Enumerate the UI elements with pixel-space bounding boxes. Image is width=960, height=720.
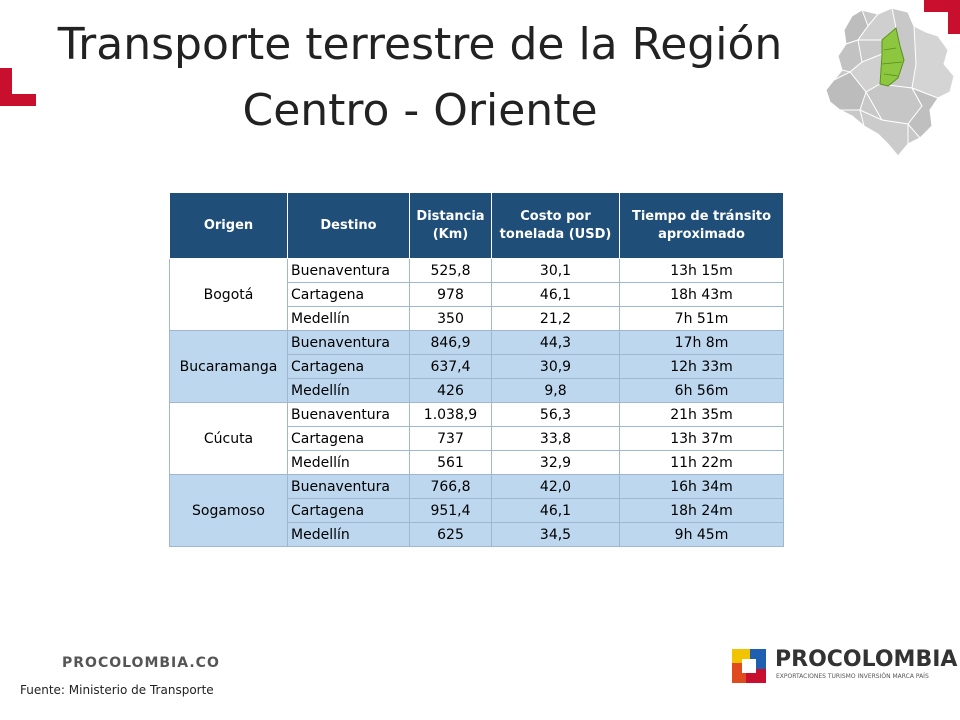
costo-cell: 46,1: [491, 498, 620, 523]
source-note: Fuente: Ministerio de Transporte: [20, 683, 214, 697]
table-row: Cartagena 737 33,8 13h 37m: [170, 426, 784, 451]
costo-cell: 46,1: [491, 282, 620, 307]
header-destino: Destino: [287, 192, 410, 259]
distancia-cell: 525,8: [409, 258, 492, 283]
destino-cell: Medellín: [287, 306, 410, 331]
tiempo-cell: 13h 37m: [619, 426, 784, 451]
tiempo-cell: 18h 24m: [619, 498, 784, 523]
costo-cell: 56,3: [491, 402, 620, 427]
destino-cell: Buenaventura: [287, 330, 410, 355]
costo-cell: 30,1: [491, 258, 620, 283]
origin-cell: Bucaramanga: [169, 330, 288, 403]
destino-cell: Buenaventura: [287, 258, 410, 283]
header-origen: Origen: [169, 192, 288, 259]
distancia-cell: 561: [409, 450, 492, 475]
distancia-cell: 737: [409, 426, 492, 451]
distancia-cell: 766,8: [409, 474, 492, 499]
table-row: Medellín 625 34,5 9h 45m: [170, 522, 784, 547]
logo-wordmark: PROCOLOMBIA: [775, 647, 958, 672]
header-tiempo: Tiempo de tránsito aproximado: [619, 192, 784, 259]
distancia-cell: 637,4: [409, 354, 492, 379]
destino-cell: Cartagena: [287, 282, 410, 307]
colombia-region-map-icon: [825, 7, 955, 156]
logo-tagline: EXPORTACIONES TURISMO INVERSIÓN MARCA PA…: [776, 673, 929, 680]
header-costo: Costo por tonelada (USD): [491, 192, 620, 259]
destino-cell: Cartagena: [287, 498, 410, 523]
tiempo-cell: 6h 56m: [619, 378, 784, 403]
costo-cell: 30,9: [491, 354, 620, 379]
costo-cell: 9,8: [491, 378, 620, 403]
table-row: Cúcuta Buenaventura 1.038,9 56,3 21h 35m: [169, 402, 784, 475]
destino-cell: Medellín: [287, 378, 410, 403]
table-row: Sogamoso Buenaventura 766,8 42,0 16h 34m: [169, 474, 784, 547]
procolombia-logo-icon: [732, 649, 766, 683]
tiempo-cell: 17h 8m: [619, 330, 784, 355]
distancia-cell: 426: [409, 378, 492, 403]
tiempo-cell: 16h 34m: [619, 474, 784, 499]
table-row: Medellín 561 32,9 11h 22m: [170, 450, 784, 475]
tiempo-cell: 12h 33m: [619, 354, 784, 379]
origin-cell: Bogotá: [169, 258, 288, 331]
distancia-cell: 951,4: [409, 498, 492, 523]
distancia-cell: 978: [409, 282, 492, 307]
table-row: Medellín 350 21,2 7h 51m: [170, 306, 784, 331]
tiempo-cell: 11h 22m: [619, 450, 784, 475]
costo-cell: 42,0: [491, 474, 620, 499]
destino-cell: Medellín: [287, 450, 410, 475]
costo-cell: 33,8: [491, 426, 620, 451]
tiempo-cell: 18h 43m: [619, 282, 784, 307]
table-header-row: Origen Destino Distancia (Km) Costo por …: [169, 192, 784, 259]
costo-cell: 44,3: [491, 330, 620, 355]
transport-table: Origen Destino Distancia (Km) Costo por …: [169, 192, 784, 547]
tiempo-cell: 9h 45m: [619, 522, 784, 547]
destino-cell: Cartagena: [287, 426, 410, 451]
slide-title: Transporte terrestre de la Región Centro…: [57, 19, 783, 136]
footer-brand-url: PROCOLOMBIA.CO: [62, 655, 220, 671]
destino-cell: Buenaventura: [287, 474, 410, 499]
costo-cell: 34,5: [491, 522, 620, 547]
distancia-cell: 1.038,9: [409, 402, 492, 427]
distancia-cell: 625: [409, 522, 492, 547]
tiempo-cell: 7h 51m: [619, 306, 784, 331]
corner-bracket-right: [924, 0, 960, 34]
costo-cell: 32,9: [491, 450, 620, 475]
distancia-cell: 846,9: [409, 330, 492, 355]
origin-cell: Cúcuta: [169, 402, 288, 475]
tiempo-cell: 13h 15m: [619, 258, 784, 283]
table-row: Bogotá Buenaventura 525,8 30,1 13h 15m: [169, 258, 784, 331]
procolombia-logo: PROCOLOMBIA EXPORTACIONES TURISMO INVERS…: [730, 645, 957, 687]
table-row: Bucaramanga Buenaventura 846,9 44,3 17h …: [169, 330, 784, 403]
tiempo-cell: 21h 35m: [619, 402, 784, 427]
origin-cell: Sogamoso: [169, 474, 288, 547]
distancia-cell: 350: [409, 306, 492, 331]
header-distancia: Distancia (Km): [409, 192, 492, 259]
corner-bracket-left: [0, 68, 36, 106]
costo-cell: 21,2: [491, 306, 620, 331]
destino-cell: Medellín: [287, 522, 410, 547]
table-row: Medellín 426 9,8 6h 56m: [170, 378, 784, 403]
destino-cell: Cartagena: [287, 354, 410, 379]
destino-cell: Buenaventura: [287, 402, 410, 427]
